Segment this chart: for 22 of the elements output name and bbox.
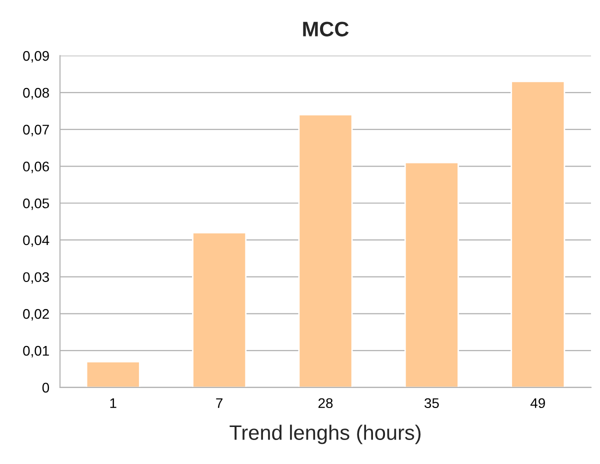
y-tick-label: 0,03 xyxy=(23,272,49,284)
bar xyxy=(298,114,353,388)
x-tick-label: 28 xyxy=(318,398,333,408)
y-tick-label: 0,02 xyxy=(23,309,49,321)
x-tick-label: 7 xyxy=(216,398,222,408)
x-axis-title: Trend lenghs (hours) xyxy=(230,424,421,444)
y-tick-label: 0,06 xyxy=(23,162,49,174)
bar xyxy=(86,360,140,388)
y-tick-label: 0,07 xyxy=(23,124,49,136)
y-tick-label: 0,04 xyxy=(23,235,50,247)
x-tick-label: 49 xyxy=(530,398,545,408)
x-tick-label: 35 xyxy=(424,398,439,408)
y-tick-label: 0,08 xyxy=(23,88,49,100)
y-tick-label: 0,09 xyxy=(23,51,49,62)
y-tick-label: 0,01 xyxy=(23,346,49,358)
y-tick-label: 0,05 xyxy=(23,198,50,210)
bar xyxy=(510,80,566,388)
bar xyxy=(404,162,459,388)
bar xyxy=(192,232,247,388)
x-tick-label: 1 xyxy=(110,398,116,408)
y-tick-label: 0 xyxy=(42,382,50,393)
chart-title: MCC xyxy=(303,22,349,36)
